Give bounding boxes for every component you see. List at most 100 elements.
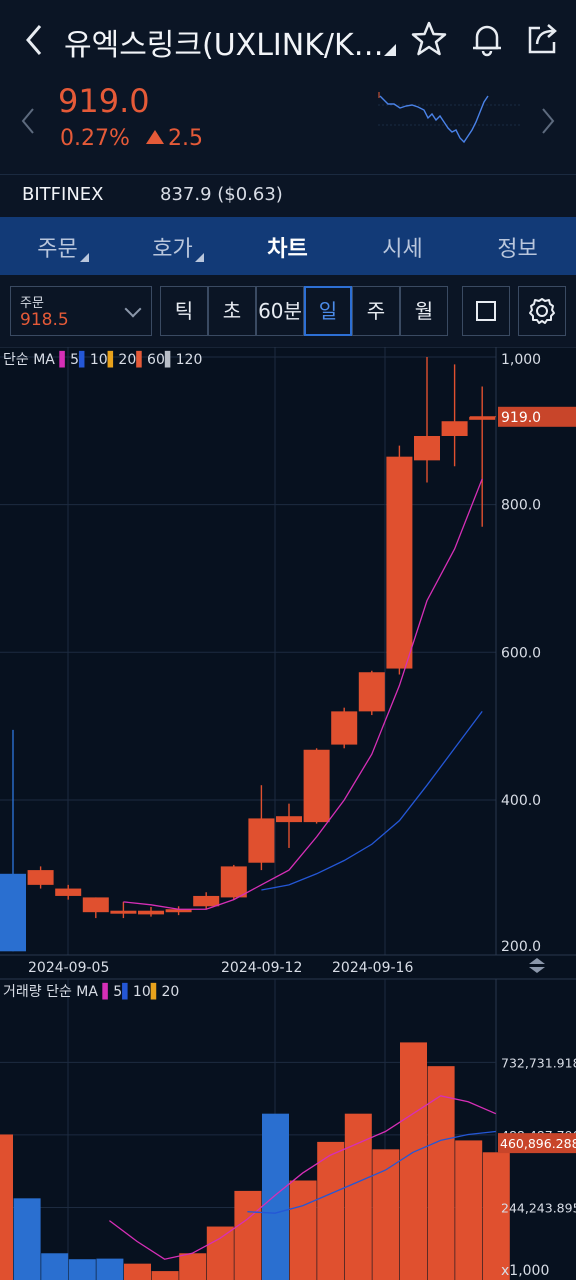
tab-quotes[interactable]: 시세 [382,237,423,262]
candle-body [303,749,330,823]
current-price: 919.0 [58,82,150,120]
volume-bar [151,1271,179,1280]
legend-prefix: 거래량 단순 MA [3,984,102,1000]
volume-bar [289,1180,317,1280]
tab-menu-corner-icon [195,253,204,262]
up-triangle-icon [146,130,164,144]
volume-bar [179,1253,207,1280]
resize-down-icon [529,967,545,973]
period-day[interactable]: 일 [304,286,352,336]
star-icon[interactable] [410,20,448,58]
candle-body [82,897,109,913]
candle-body [469,416,496,420]
volume-bar [41,1253,69,1280]
divider [0,174,576,175]
volume-bar [124,1263,151,1280]
change-amount: 2.5 [146,126,203,151]
order-value: 918.5 [20,310,69,330]
bell-icon[interactable] [468,20,506,58]
volume-bar [68,1259,96,1280]
candle-body [358,672,385,712]
date-label: 2024-09-12 [221,960,302,976]
price-legend: 단순 MA ▌5▌10▌20▌60▌120 [3,350,202,368]
order-price-select[interactable]: 주문 918.5 [10,286,152,336]
candle-body [441,421,468,436]
period-month[interactable]: 월 [400,286,448,336]
current-price-tag [498,406,576,427]
volume-unit-label: x1,000 [501,1263,549,1279]
legend-prefix: 단순 MA [3,352,59,368]
legend-swatch: ▌ [121,982,133,1000]
price-summary: 919.0 0.27% 2.5 [0,78,576,174]
volume-bar [317,1141,345,1280]
share-icon[interactable] [524,20,562,58]
settings-button[interactable] [518,286,566,336]
tab-order[interactable]: 주문 [0,231,115,263]
price-axis-label: 800.0 [501,498,541,514]
change-percent: 0.27% [60,126,130,151]
tab-menu-corner-icon [80,253,89,262]
main-tabs: 주문 호가 차트 시세 정보 [0,217,576,275]
title-dropdown-icon[interactable] [384,44,396,56]
current-volume-tag [498,1133,576,1154]
legend-swatch: ▌ [135,350,147,368]
current-volume-label: 460,896.288 [500,1136,576,1151]
volume-ma5-line [109,1095,497,1260]
candle-body [138,910,164,915]
legend-period: 10 [90,352,108,368]
candle-body [414,435,440,461]
candlestick-chart[interactable]: 단순 MA ▌5▌10▌20▌60▌120 1,000800.0600.0400.… [0,347,576,1280]
exchange-price: 837.9 ($0.63) [160,184,283,205]
volume-legend: 거래량 단순 MA ▌5▌10▌20 [3,982,179,1000]
tab-chart[interactable]: 차트 [267,237,308,262]
current-price-label: 919.0 [501,410,541,426]
period-tick[interactable]: 틱 [160,286,208,336]
legend-swatch: ▌ [107,350,119,368]
volume-bar [344,1113,372,1280]
price-axis-label: 600.0 [501,645,541,661]
legend-swatch: ▌ [101,982,113,1000]
tab-orderbook[interactable]: 호가 [115,231,230,263]
legend-period: 120 [176,352,203,368]
volume-bar [206,1226,234,1280]
legend-period: 5 [113,984,122,1000]
price-axis-label: 1,000 [501,352,541,368]
legend-period: 60 [147,352,165,368]
legend-swatch: ▌ [164,350,176,368]
volume-bar [234,1190,262,1280]
back-icon[interactable] [18,20,50,60]
candle-body [55,888,82,896]
legend-period: 20 [162,984,180,1000]
volume-bar [13,1198,41,1280]
volume-bar [96,1258,124,1280]
candle-body [331,711,358,745]
chevron-left-icon[interactable] [20,106,36,136]
price-axis-label: 200.0 [501,939,541,955]
page-title[interactable]: 유엑스링크(UXLINK/K… [64,28,384,63]
period-week[interactable]: 주 [352,286,400,336]
date-label: 2024-09-16 [332,960,413,976]
candle-body [220,866,247,898]
candle-body [165,909,192,913]
volume-bar [372,1149,400,1280]
fullscreen-button[interactable] [462,286,510,336]
period-60min[interactable]: 60분 [256,286,304,336]
mini-sparkline[interactable] [378,90,520,150]
gear-icon [529,298,555,324]
period-second[interactable]: 초 [208,286,256,336]
ma10-line [261,710,483,891]
chart-toolbar: 주문 918.5 틱 초 60분 일 주 월 [0,275,576,347]
legend-period: 20 [118,352,136,368]
ma5-line [123,478,483,910]
exchange-row[interactable]: BITFINEX 837.9 ($0.63) [0,175,576,217]
candle-body [386,456,413,669]
volume-ma10-line [247,1130,496,1214]
tab-info[interactable]: 정보 [497,237,538,262]
order-label: 주문 [20,296,44,311]
legend-swatch: ▌ [150,982,162,1000]
square-icon [476,301,496,321]
price-axis-label: 400.0 [501,793,541,809]
volume-bar [455,1140,483,1280]
legend-swatch: ▌ [78,350,90,368]
chevron-right-icon[interactable] [540,106,556,136]
